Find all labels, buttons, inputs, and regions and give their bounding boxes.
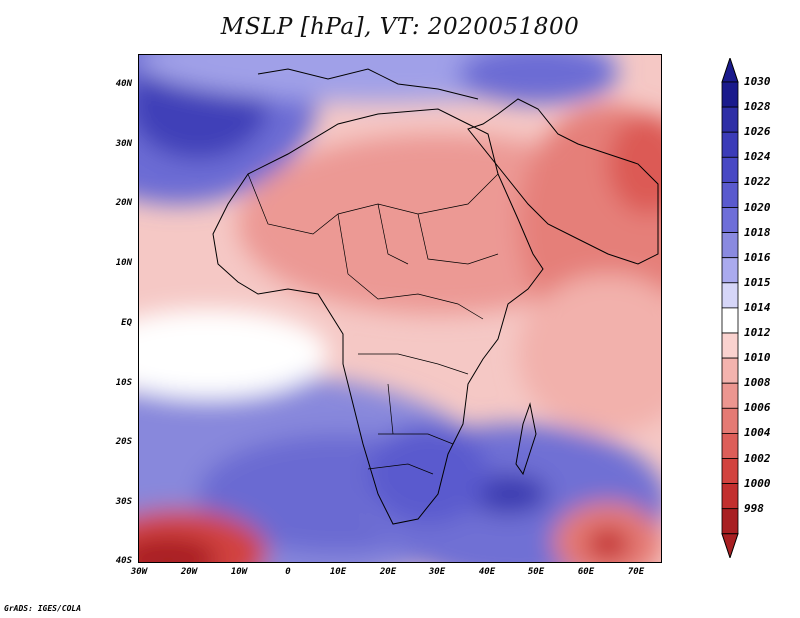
colorbar-swatch (721, 131, 739, 158)
colorbar-label: 1016 (744, 250, 771, 264)
colorbar-label: 1015 (744, 275, 771, 289)
map-title: MSLP [hPa], VT: 2020051800 (220, 14, 580, 40)
colorbar-label: 1022 (744, 175, 771, 189)
colorbar-label: 1006 (744, 401, 771, 415)
lat-label-20s: 20S (115, 437, 132, 447)
pressure-map (138, 54, 662, 563)
colorbar-swatch (721, 257, 739, 284)
colorbar-swatch (721, 156, 739, 183)
pressure-field (138, 54, 662, 563)
country-borders (247, 173, 499, 475)
colorbar-swatch (721, 432, 739, 459)
colorbar-swatch (721, 483, 739, 510)
colorbar-swatch (721, 282, 739, 309)
colorbar-label: 1010 (744, 351, 771, 365)
colorbar-label: 1026 (744, 125, 771, 139)
lon-label-50e: 50E (527, 567, 545, 577)
colorbar-swatch (721, 407, 739, 434)
colorbar-label: 1018 (744, 225, 771, 239)
colorbar-bottom-arrow (721, 533, 739, 558)
lat-label-40n: 40N (115, 79, 132, 89)
colorbar-swatch (721, 232, 739, 259)
credit-text: GrADS: IGES/COLA (4, 604, 82, 613)
coastlines (212, 68, 659, 525)
lat-label-10n: 10N (115, 258, 132, 268)
colorbar-swatch (721, 207, 739, 234)
colorbar-swatch (721, 508, 739, 535)
colorbar-label: 1028 (744, 100, 771, 114)
colorbar-swatch (721, 382, 739, 409)
colorbar (721, 58, 739, 558)
colorbar-top-arrow (721, 58, 739, 83)
colorbar-label: 1024 (744, 150, 771, 164)
colorbar-label: 1000 (744, 476, 771, 490)
lon-label-20w: 20W (180, 567, 198, 577)
colorbar-swatch (721, 106, 739, 133)
lon-label-10e: 10E (329, 567, 347, 577)
colorbar-label: 1008 (744, 376, 771, 390)
lon-label-30e: 30E (428, 567, 446, 577)
lon-label-10w: 10W (230, 567, 248, 577)
lon-label-20e: 20E (379, 567, 397, 577)
lon-label-30w: 30W (130, 567, 148, 577)
lat-label-30n: 30N (115, 139, 132, 149)
colorbar-swatch (721, 458, 739, 485)
lat-label-eq: EQ (121, 318, 132, 328)
colorbar-swatch (721, 332, 739, 359)
lat-label-10s: 10S (115, 378, 132, 388)
colorbar-label: 998 (744, 501, 764, 515)
lon-label-60e: 60E (577, 567, 595, 577)
colorbar-label: 1014 (744, 300, 771, 314)
colorbar-label: 1012 (744, 326, 771, 339)
colorbar-swatch (721, 182, 739, 208)
lat-label-30s: 30S (115, 497, 132, 507)
colorbar-swatch (721, 357, 739, 384)
colorbar-swatch (721, 81, 739, 108)
lon-label-0: 0 (285, 567, 291, 577)
colorbar-label: 1020 (744, 200, 771, 214)
colorbar-label: 1030 (744, 75, 771, 88)
lon-label-40e: 40E (478, 567, 496, 577)
lon-label-70e: 70E (627, 567, 645, 577)
lat-label-40s: 40S (115, 556, 132, 566)
colorbar-swatch (721, 307, 739, 334)
lat-label-20n: 20N (115, 198, 132, 208)
colorbar-label: 1002 (744, 451, 771, 465)
colorbar-label: 1004 (744, 426, 771, 440)
